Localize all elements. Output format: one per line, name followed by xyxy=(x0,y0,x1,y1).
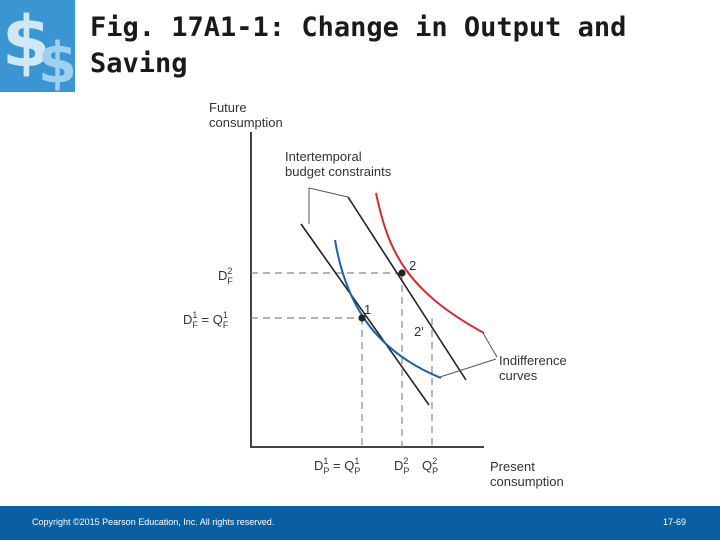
x-tick-qp2: Q2 P xyxy=(422,456,438,476)
copyright-text: Copyright ©2015 Pearson Education, Inc. … xyxy=(32,517,275,527)
budget-label-leader xyxy=(308,187,349,224)
svg-text:$: $ xyxy=(38,31,75,92)
dollar-logo-icon: $ $ xyxy=(0,0,75,92)
budget-constraints-label-line-1: Intertemporal xyxy=(285,149,362,164)
guide-lines xyxy=(251,272,433,447)
x-axis-title-line-1: Present xyxy=(490,459,535,474)
point-2-label: 2 xyxy=(409,258,416,273)
y-axis-title-line-2: consumption xyxy=(209,115,283,130)
budget-constraints-label-line-2: budget constraints xyxy=(285,164,392,179)
y-axis-title: Future consumption xyxy=(209,100,283,130)
indifference-curves-label-line-1: Indifference xyxy=(499,353,567,368)
point-2-prime-label: 2' xyxy=(414,324,424,339)
slide-title: Fig. 17A1-1: Change in Output and Saving xyxy=(90,12,627,79)
budget-constraints-label: Intertemporal budget constraints xyxy=(285,149,392,179)
x-tick-dp1-qp1: D1 P = Q1 P xyxy=(314,456,360,476)
indifference-label-leader-red xyxy=(482,332,498,358)
y-tick-df2: D2 F xyxy=(218,266,233,286)
point-2-dot xyxy=(398,269,406,277)
budget-line-2 xyxy=(347,196,467,381)
budget-line-1 xyxy=(300,223,430,406)
indifference-label-leader-blue xyxy=(439,358,497,378)
y-tick-df1-qf1: D1 F = Q1 F xyxy=(183,310,229,330)
page-number: 17-69 xyxy=(662,517,686,527)
y-axis-title-line-1: Future xyxy=(209,100,247,115)
x-axis-title-line-2: consumption xyxy=(490,474,564,489)
x-axis-title: Present consumption xyxy=(490,459,564,489)
footer-bar: Copyright ©2015 Pearson Education, Inc. … xyxy=(0,506,720,540)
point-1-dot xyxy=(358,314,366,322)
x-tick-dp2: D2 P xyxy=(394,456,409,476)
point-1-label: 1 xyxy=(364,302,371,317)
indifference-curve-blue xyxy=(334,239,442,379)
indifference-curves-label-line-2: curves xyxy=(499,368,538,383)
svg-text:$: $ xyxy=(2,1,51,83)
indifference-curves-label: Indifference curves xyxy=(499,353,570,383)
indifference-curve-red xyxy=(375,192,485,334)
